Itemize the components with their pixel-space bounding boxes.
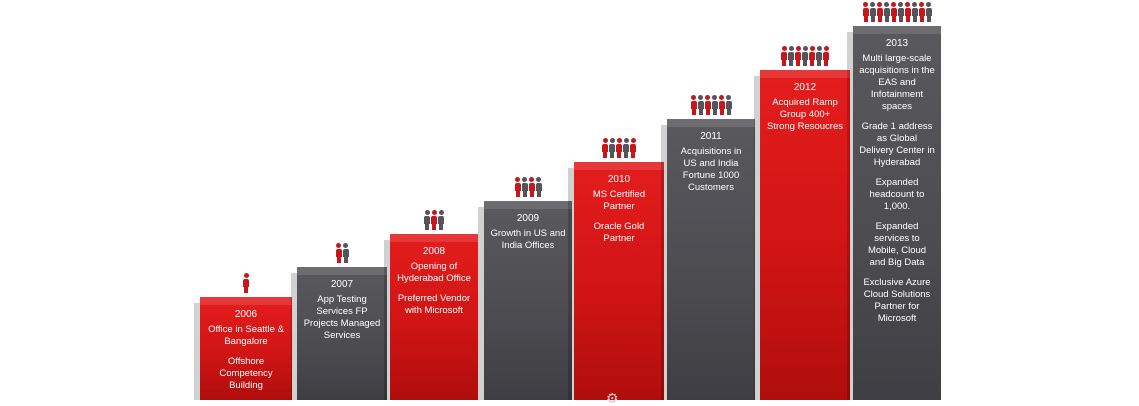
milestone-description: Expanded headcount to 1,000. bbox=[869, 177, 925, 212]
person-icon bbox=[876, 2, 883, 22]
step-top-highlight bbox=[200, 297, 292, 305]
people-group-icon bbox=[243, 273, 249, 293]
person-icon bbox=[781, 46, 787, 66]
milestone-year: 2006 bbox=[234, 309, 258, 320]
person-icon bbox=[816, 46, 822, 66]
person-icon bbox=[528, 177, 535, 197]
milestone-year: 2011 bbox=[700, 131, 722, 142]
people-group-icon bbox=[424, 210, 444, 230]
milestone-description: Multi large-scale acquisitions in the EA… bbox=[859, 53, 935, 112]
milestone-description: Acquired Ramp Group 400+ Strong Resoucre… bbox=[766, 97, 844, 132]
step-top-highlight bbox=[667, 119, 755, 127]
step-top-highlight bbox=[390, 234, 478, 242]
person-icon bbox=[704, 95, 711, 115]
milestone-year: 2010 bbox=[607, 174, 631, 185]
milestone-description: Acquisitions in US and India Fortune 100… bbox=[680, 146, 742, 193]
person-icon bbox=[918, 2, 925, 22]
person-icon bbox=[514, 177, 521, 197]
person-icon bbox=[795, 46, 801, 66]
step-top-highlight bbox=[297, 267, 387, 275]
person-icon bbox=[424, 210, 430, 230]
milestone-2009: 2009 Growth in US and India Offices bbox=[478, 201, 572, 400]
person-icon bbox=[718, 95, 725, 115]
milestone-description: Oracle Gold Partner bbox=[593, 221, 645, 244]
milestone-year: 2008 bbox=[422, 246, 446, 257]
person-icon bbox=[609, 138, 615, 158]
person-icon bbox=[725, 95, 732, 115]
milestone-year: 2009 bbox=[516, 213, 540, 224]
people-group-icon bbox=[335, 243, 349, 263]
person-icon bbox=[431, 210, 437, 230]
milestone-2012: 2012 Acquired Ramp Group 400+ Strong Reso… bbox=[754, 70, 850, 400]
step-top-highlight bbox=[760, 70, 850, 78]
person-icon bbox=[862, 2, 869, 22]
person-icon bbox=[438, 210, 444, 230]
people-group-icon bbox=[690, 95, 732, 115]
milestone-2010: 2010 MS Certified Partner Oracle Gold Part… bbox=[568, 162, 664, 400]
person-icon bbox=[802, 46, 808, 66]
person-icon bbox=[897, 2, 904, 22]
milestone-year: 2007 bbox=[330, 279, 354, 290]
milestone-description: Growth in US and India Offices bbox=[490, 228, 566, 251]
person-icon bbox=[335, 243, 342, 263]
milestone-year: 2013 bbox=[885, 38, 909, 49]
milestone-description: Expanded services to Mobile, Cloud and B… bbox=[867, 221, 927, 268]
person-icon bbox=[890, 2, 897, 22]
milestone-description: App Testing Services FP Projects Managed… bbox=[303, 294, 381, 341]
person-icon bbox=[342, 243, 349, 263]
people-group-icon bbox=[602, 138, 636, 158]
step-top-highlight bbox=[484, 201, 572, 209]
milestone-description: Offshore Competency Building bbox=[219, 356, 273, 391]
step-top-highlight bbox=[853, 26, 941, 34]
person-icon bbox=[521, 177, 528, 197]
person-icon bbox=[823, 46, 829, 66]
person-icon bbox=[243, 273, 249, 293]
person-icon bbox=[925, 2, 932, 22]
milestone-2013: 2013 Multi large-scale acquisitions in th… bbox=[847, 26, 941, 400]
gear-icon: ⚙ bbox=[606, 390, 619, 406]
milestone-2007: 2007 App Testing Services FP Projects Man… bbox=[291, 267, 387, 400]
person-icon bbox=[711, 95, 718, 115]
person-icon bbox=[883, 2, 890, 22]
person-icon bbox=[623, 138, 629, 158]
milestone-description: MS Certified Partner bbox=[592, 189, 646, 212]
person-icon bbox=[809, 46, 815, 66]
milestone-2006: 2006 Office in Seattle & Bangalore Offshor… bbox=[194, 297, 292, 400]
step-top-highlight bbox=[574, 162, 664, 170]
milestone-2008: 2008 Opening of Hyderabad Office Preferred… bbox=[384, 234, 478, 400]
person-icon bbox=[697, 95, 704, 115]
person-icon bbox=[630, 138, 636, 158]
milestone-year: 2012 bbox=[793, 82, 817, 93]
person-icon bbox=[869, 2, 876, 22]
milestone-description: Office in Seattle & Bangalore bbox=[208, 324, 284, 347]
people-group-icon bbox=[781, 46, 829, 66]
person-icon bbox=[535, 177, 542, 197]
people-group-icon bbox=[514, 177, 542, 197]
person-icon bbox=[788, 46, 794, 66]
person-icon bbox=[616, 138, 622, 158]
milestone-description: Preferred Vendor with Microsoft bbox=[397, 293, 471, 316]
person-icon bbox=[904, 2, 911, 22]
milestone-description: Exclusive Azure Cloud Solutions Partner … bbox=[863, 277, 931, 324]
people-group-icon bbox=[862, 2, 932, 22]
person-icon bbox=[911, 2, 918, 22]
milestone-description: Grade 1 address as Global Delivery Cente… bbox=[859, 121, 935, 168]
person-icon bbox=[690, 95, 697, 115]
person-icon bbox=[602, 138, 608, 158]
milestone-2011: 2011 Acquisitions in US and India Fortune… bbox=[661, 119, 755, 400]
milestone-description: Opening of Hyderabad Office bbox=[397, 261, 471, 284]
